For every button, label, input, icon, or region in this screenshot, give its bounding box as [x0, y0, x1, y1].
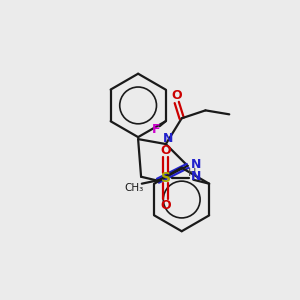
Text: N: N	[191, 170, 202, 183]
Text: S: S	[160, 171, 171, 185]
Text: O: O	[160, 143, 171, 157]
Text: O: O	[160, 199, 171, 212]
Text: O: O	[171, 89, 182, 102]
Text: CH₃: CH₃	[124, 183, 143, 193]
Text: H: H	[188, 168, 196, 178]
Text: F: F	[152, 123, 160, 136]
Text: N: N	[190, 158, 201, 171]
Text: N: N	[163, 132, 173, 145]
